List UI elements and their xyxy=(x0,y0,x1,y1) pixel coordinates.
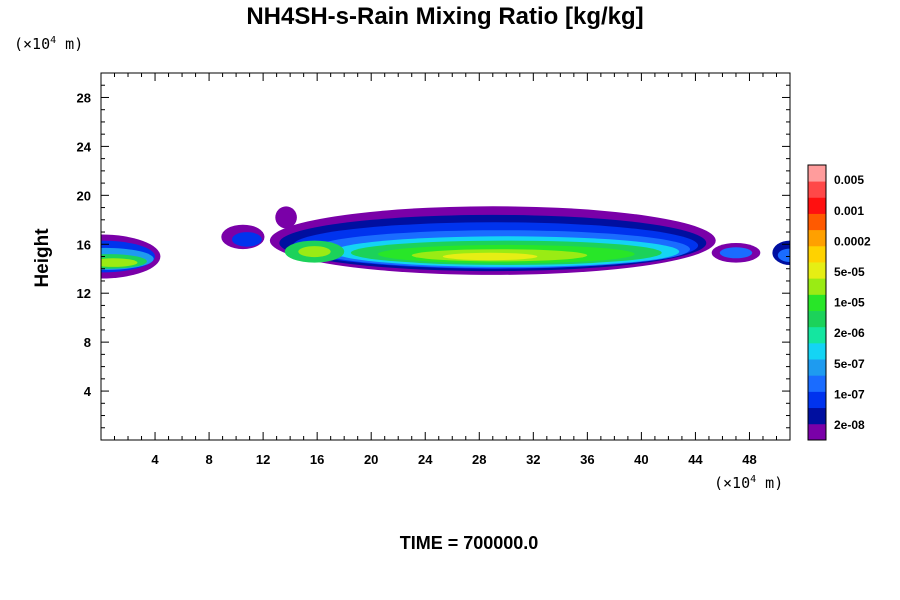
x-tick-label: 28 xyxy=(472,452,486,467)
x-tick-label: 16 xyxy=(310,452,324,467)
colorbar-swatch xyxy=(808,181,826,198)
chart-title: NH4SH-s-Rain Mixing Ratio [kg/kg] xyxy=(246,3,643,30)
x-tick-label: 36 xyxy=(580,452,594,467)
colorbar-label: 5e-05 xyxy=(834,265,865,279)
field-region-20 xyxy=(719,247,753,259)
colorbar-frame xyxy=(807,164,827,441)
y-tick-label: 8 xyxy=(84,335,91,350)
colorbar-swatch xyxy=(808,294,826,311)
x-tick-label: 12 xyxy=(256,452,270,467)
field-region-6 xyxy=(232,232,262,247)
field-region-18 xyxy=(275,206,297,229)
x-tick-label: 40 xyxy=(634,452,648,467)
colorbar-swatch xyxy=(808,407,826,425)
colorbar-swatch xyxy=(808,229,826,247)
colorbar-label: 1e-07 xyxy=(834,387,865,401)
colorbar-swatch xyxy=(808,245,826,263)
colorbar-swatch xyxy=(808,165,826,182)
colorbar-swatch xyxy=(808,326,826,344)
y-tick-label: 12 xyxy=(77,286,91,301)
colorbar-swatch xyxy=(808,359,826,376)
colorbar-swatch xyxy=(808,262,826,279)
y-tick-label: 4 xyxy=(84,384,92,399)
colorbar-swatch xyxy=(808,278,826,295)
colorbar-swatch xyxy=(808,391,826,409)
colorbar-label: 2e-06 xyxy=(834,326,865,340)
colorbar-label: 0.0002 xyxy=(834,234,871,248)
colorbar-label: 5e-07 xyxy=(834,357,865,371)
y-tick-label: 16 xyxy=(77,237,91,252)
field-region-22 xyxy=(777,248,790,262)
mixing-ratio-field xyxy=(101,206,790,279)
x-tick-label: 8 xyxy=(205,452,212,467)
field-region-17 xyxy=(298,246,331,258)
colorbar-swatch xyxy=(808,310,826,328)
x-tick-label: 48 xyxy=(742,452,756,467)
colorbar-swatch xyxy=(808,423,826,441)
colorbar-swatch xyxy=(808,342,826,360)
colorbar-swatch xyxy=(808,213,826,231)
y-tick-label: 24 xyxy=(77,139,92,154)
colorbar-label: 0.001 xyxy=(834,204,864,218)
colorbar: 2e-08 1e-07 5e-07 2e-06 1e-05 5e-05 0.0002 0.00… xyxy=(807,164,871,441)
colorbar-label: 1e-05 xyxy=(834,296,865,310)
y-tick-label: 20 xyxy=(77,188,91,203)
colorbar-swatch xyxy=(808,375,826,392)
field-region-4 xyxy=(101,258,138,267)
y-axis: 4 8 12 16 20 24 28 xyxy=(77,84,790,429)
field-region-15 xyxy=(442,252,538,261)
x-tick-label: 24 xyxy=(418,452,433,467)
colorbar-label: 0.005 xyxy=(834,173,864,187)
y-unit-label: (×104 m) xyxy=(14,35,83,53)
x-tick-label: 20 xyxy=(364,452,378,467)
colorbar-label: 2e-08 xyxy=(834,418,865,432)
colorbar-swatch xyxy=(808,197,826,214)
x-tick-label: 44 xyxy=(688,452,703,467)
y-axis-label: Height xyxy=(32,228,53,288)
time-label: TIME = 700000.0 xyxy=(400,533,539,553)
x-tick-label: 32 xyxy=(526,452,540,467)
x-tick-label: 4 xyxy=(151,452,159,467)
x-axis: 4 8 12 16 20 24 28 32 36 40 44 48 xyxy=(114,73,777,467)
x-unit-label: (×104 m) xyxy=(714,474,783,492)
y-tick-label: 28 xyxy=(77,90,91,105)
